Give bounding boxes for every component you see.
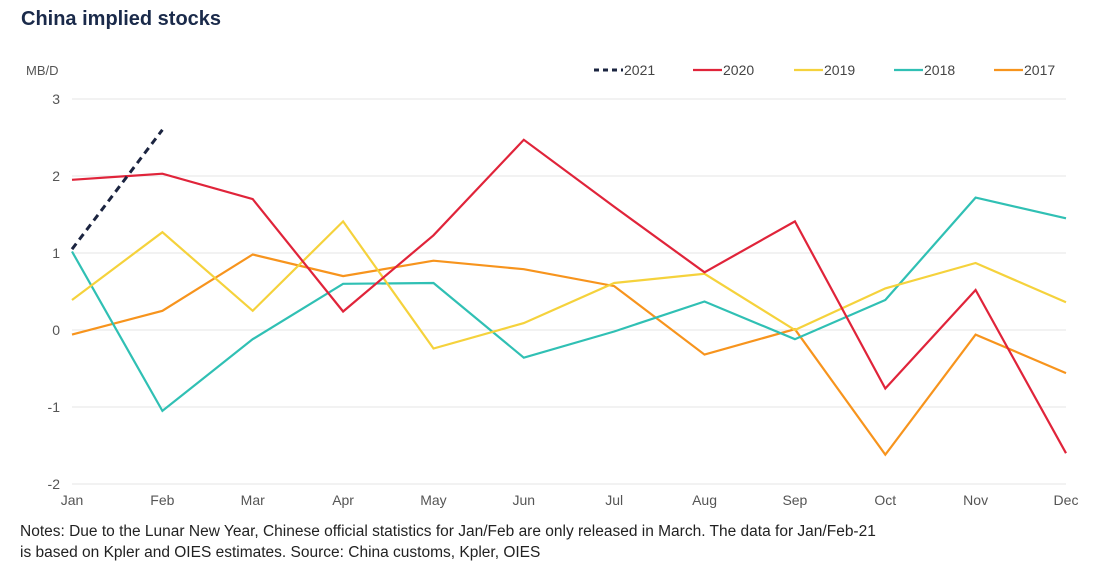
chart-notes: Notes: Due to the Lunar New Year, Chines… [20, 521, 1080, 563]
legend-label-2020: 2020 [723, 62, 754, 78]
x-tick-label: Jun [513, 492, 536, 508]
y-tick-label: 0 [52, 322, 60, 338]
x-tick-label: Aug [692, 492, 717, 508]
x-tick-label: Jul [605, 492, 623, 508]
series-line-2020 [71, 138, 1067, 454]
legend-label-2021: 2021 [624, 62, 655, 78]
y-tick-label: 2 [52, 168, 60, 184]
x-tick-label: Apr [332, 492, 354, 508]
y-tick-label: 1 [52, 245, 60, 261]
series-line-2018 [71, 196, 1067, 413]
notes-line-2: is based on Kpler and OIES estimates. So… [20, 544, 541, 561]
x-tick-label: Sep [782, 492, 807, 508]
legend-label-2018: 2018 [924, 62, 955, 78]
x-tick-label: Mar [241, 492, 265, 508]
notes-line-1: Notes: Due to the Lunar New Year, Chines… [20, 523, 876, 540]
legend-label-2017: 2017 [1024, 62, 1055, 78]
series-lines [70, 128, 1067, 457]
y-tick-label: 3 [52, 91, 60, 107]
chart-title: China implied stocks [21, 8, 222, 30]
x-tick-label: Oct [874, 492, 896, 508]
series-line-2019 [71, 219, 1067, 350]
x-tick-label: Jan [61, 492, 84, 508]
gridlines [72, 98, 1066, 485]
y-tick-label: -1 [48, 399, 61, 415]
x-tick-label: Nov [963, 492, 988, 508]
x-tick-label: May [420, 492, 446, 508]
y-tick-label: -2 [48, 476, 61, 492]
y-axis-unit: MB/D [26, 63, 59, 78]
series-line-2021 [70, 128, 164, 251]
legend-label-2019: 2019 [824, 62, 855, 78]
x-tick-label: Feb [150, 492, 174, 508]
series-line-2017 [71, 253, 1067, 457]
legend: 2021 2020 2019 2018 2017 [594, 62, 1055, 78]
x-tick-label: Dec [1054, 492, 1079, 508]
